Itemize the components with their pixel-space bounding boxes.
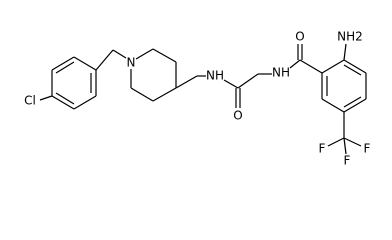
atom-label: O — [295, 30, 304, 44]
atom-label: Cl — [24, 94, 36, 108]
atom-label: NH2 — [337, 30, 363, 44]
atom-label: NH — [272, 66, 290, 80]
atom-label: F — [319, 142, 326, 156]
atom-label: F — [364, 142, 371, 156]
structure-diagram: Cl N NH O NH O NH2 F F F — [24, 30, 371, 168]
bonds — [39, 43, 367, 155]
atom-label: N — [127, 56, 136, 70]
atom-label: NH — [206, 69, 224, 83]
atom-label: O — [233, 109, 242, 123]
atom-label: F — [344, 154, 351, 168]
